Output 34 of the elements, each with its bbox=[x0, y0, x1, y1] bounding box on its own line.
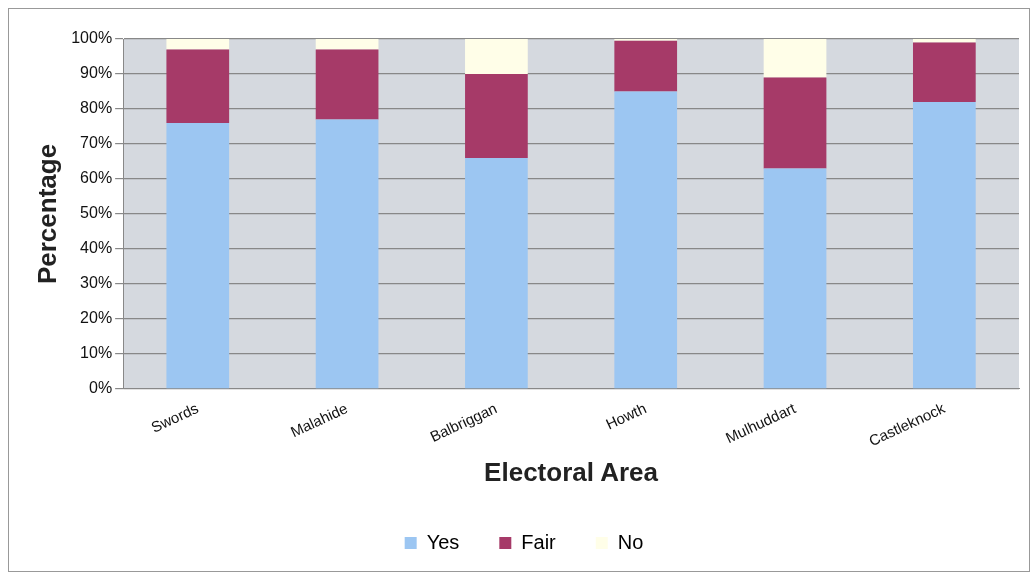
bar bbox=[763, 168, 827, 389]
bar bbox=[315, 39, 379, 50]
bar bbox=[763, 39, 827, 78]
bar bbox=[315, 49, 379, 120]
bar bbox=[465, 157, 528, 389]
y-tick-label: 50% bbox=[80, 204, 113, 222]
bar bbox=[912, 42, 976, 102]
bar bbox=[912, 39, 976, 43]
y-tick-label: 40% bbox=[80, 239, 113, 257]
bar bbox=[166, 39, 230, 50]
bar bbox=[465, 74, 528, 158]
y-tick-label: 20% bbox=[80, 309, 113, 327]
bar bbox=[614, 40, 678, 92]
bar bbox=[315, 119, 379, 389]
y-tick-label: 90% bbox=[80, 64, 113, 82]
y-tick-label: 30% bbox=[80, 274, 113, 292]
y-tick-label: 10% bbox=[80, 344, 113, 362]
legend-label: Fair bbox=[521, 530, 557, 553]
bar bbox=[166, 49, 230, 123]
bar bbox=[465, 39, 528, 74]
bar bbox=[614, 91, 678, 389]
y-tick-label: 80% bbox=[80, 99, 113, 117]
y-tick-label: 70% bbox=[80, 134, 113, 152]
x-tick-label: Howth bbox=[603, 399, 649, 433]
legend-label: No bbox=[617, 530, 644, 553]
y-axis-title: Percentage bbox=[31, 143, 62, 285]
x-axis-title: Electoral Area bbox=[484, 456, 659, 487]
y-tick-label: 100% bbox=[71, 29, 113, 47]
legend-label: Yes bbox=[426, 530, 460, 553]
y-tick-label: 60% bbox=[80, 169, 113, 187]
bar bbox=[912, 101, 976, 389]
y-tick-label: 0% bbox=[89, 379, 113, 397]
bar bbox=[166, 122, 230, 389]
bar bbox=[763, 77, 827, 169]
